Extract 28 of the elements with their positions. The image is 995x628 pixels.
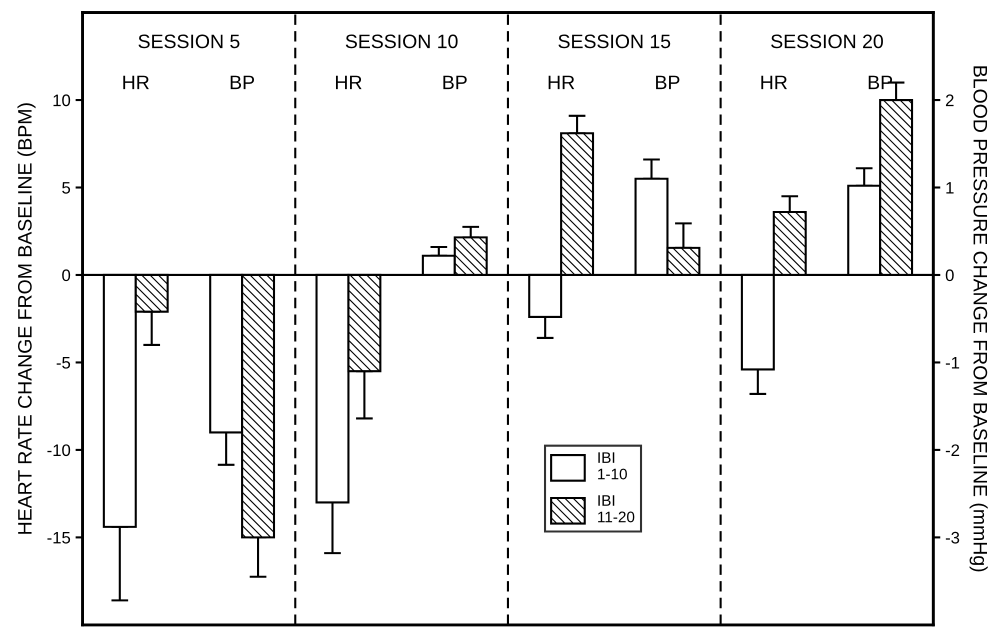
y2-tick-label: 0 [946,269,954,282]
annotation: SESSION 10 [346,34,458,48]
y-tick-label: 5 [62,182,70,194]
annotation: SESSION 20 [771,34,883,48]
y2-tick-label: 2 [946,94,954,106]
y-tick-label: 10 [54,94,70,106]
y2-tick-label: -3 [946,532,960,544]
y-tick-label: -10 [47,444,70,456]
x-tick-label: BP [230,76,254,90]
x-tick-label: BP [443,76,467,90]
y2-tick-label: -2 [946,444,960,456]
legend-label: IBI 1-10 [598,452,627,480]
y-tick-label: -5 [56,357,70,369]
x-tick-label: HR [336,76,362,90]
y-axis-title: HEART RATE CHANGE FROM BASELINE (BPM) [17,103,36,534]
x-tick-label: BP [868,76,892,90]
x-tick-label: HR [548,76,574,90]
annotation: SESSION 15 [558,34,670,48]
x-tick-label: HR [761,76,787,90]
y2-tick-label: -1 [946,357,960,368]
y-tick-label: 0 [62,269,70,282]
y2-axis-title: BLOOD PRESSURE CHANGE FROM BASELINE (mmHg) [970,66,988,572]
x-tick-label: HR [123,76,149,90]
y2-tick-label: 1 [946,182,954,194]
x-tick-label: BP [656,76,680,90]
y-tick-label: -15 [47,532,70,544]
legend-label: IBI 11-20 [598,495,634,522]
annotation: SESSION 5 [138,34,240,48]
